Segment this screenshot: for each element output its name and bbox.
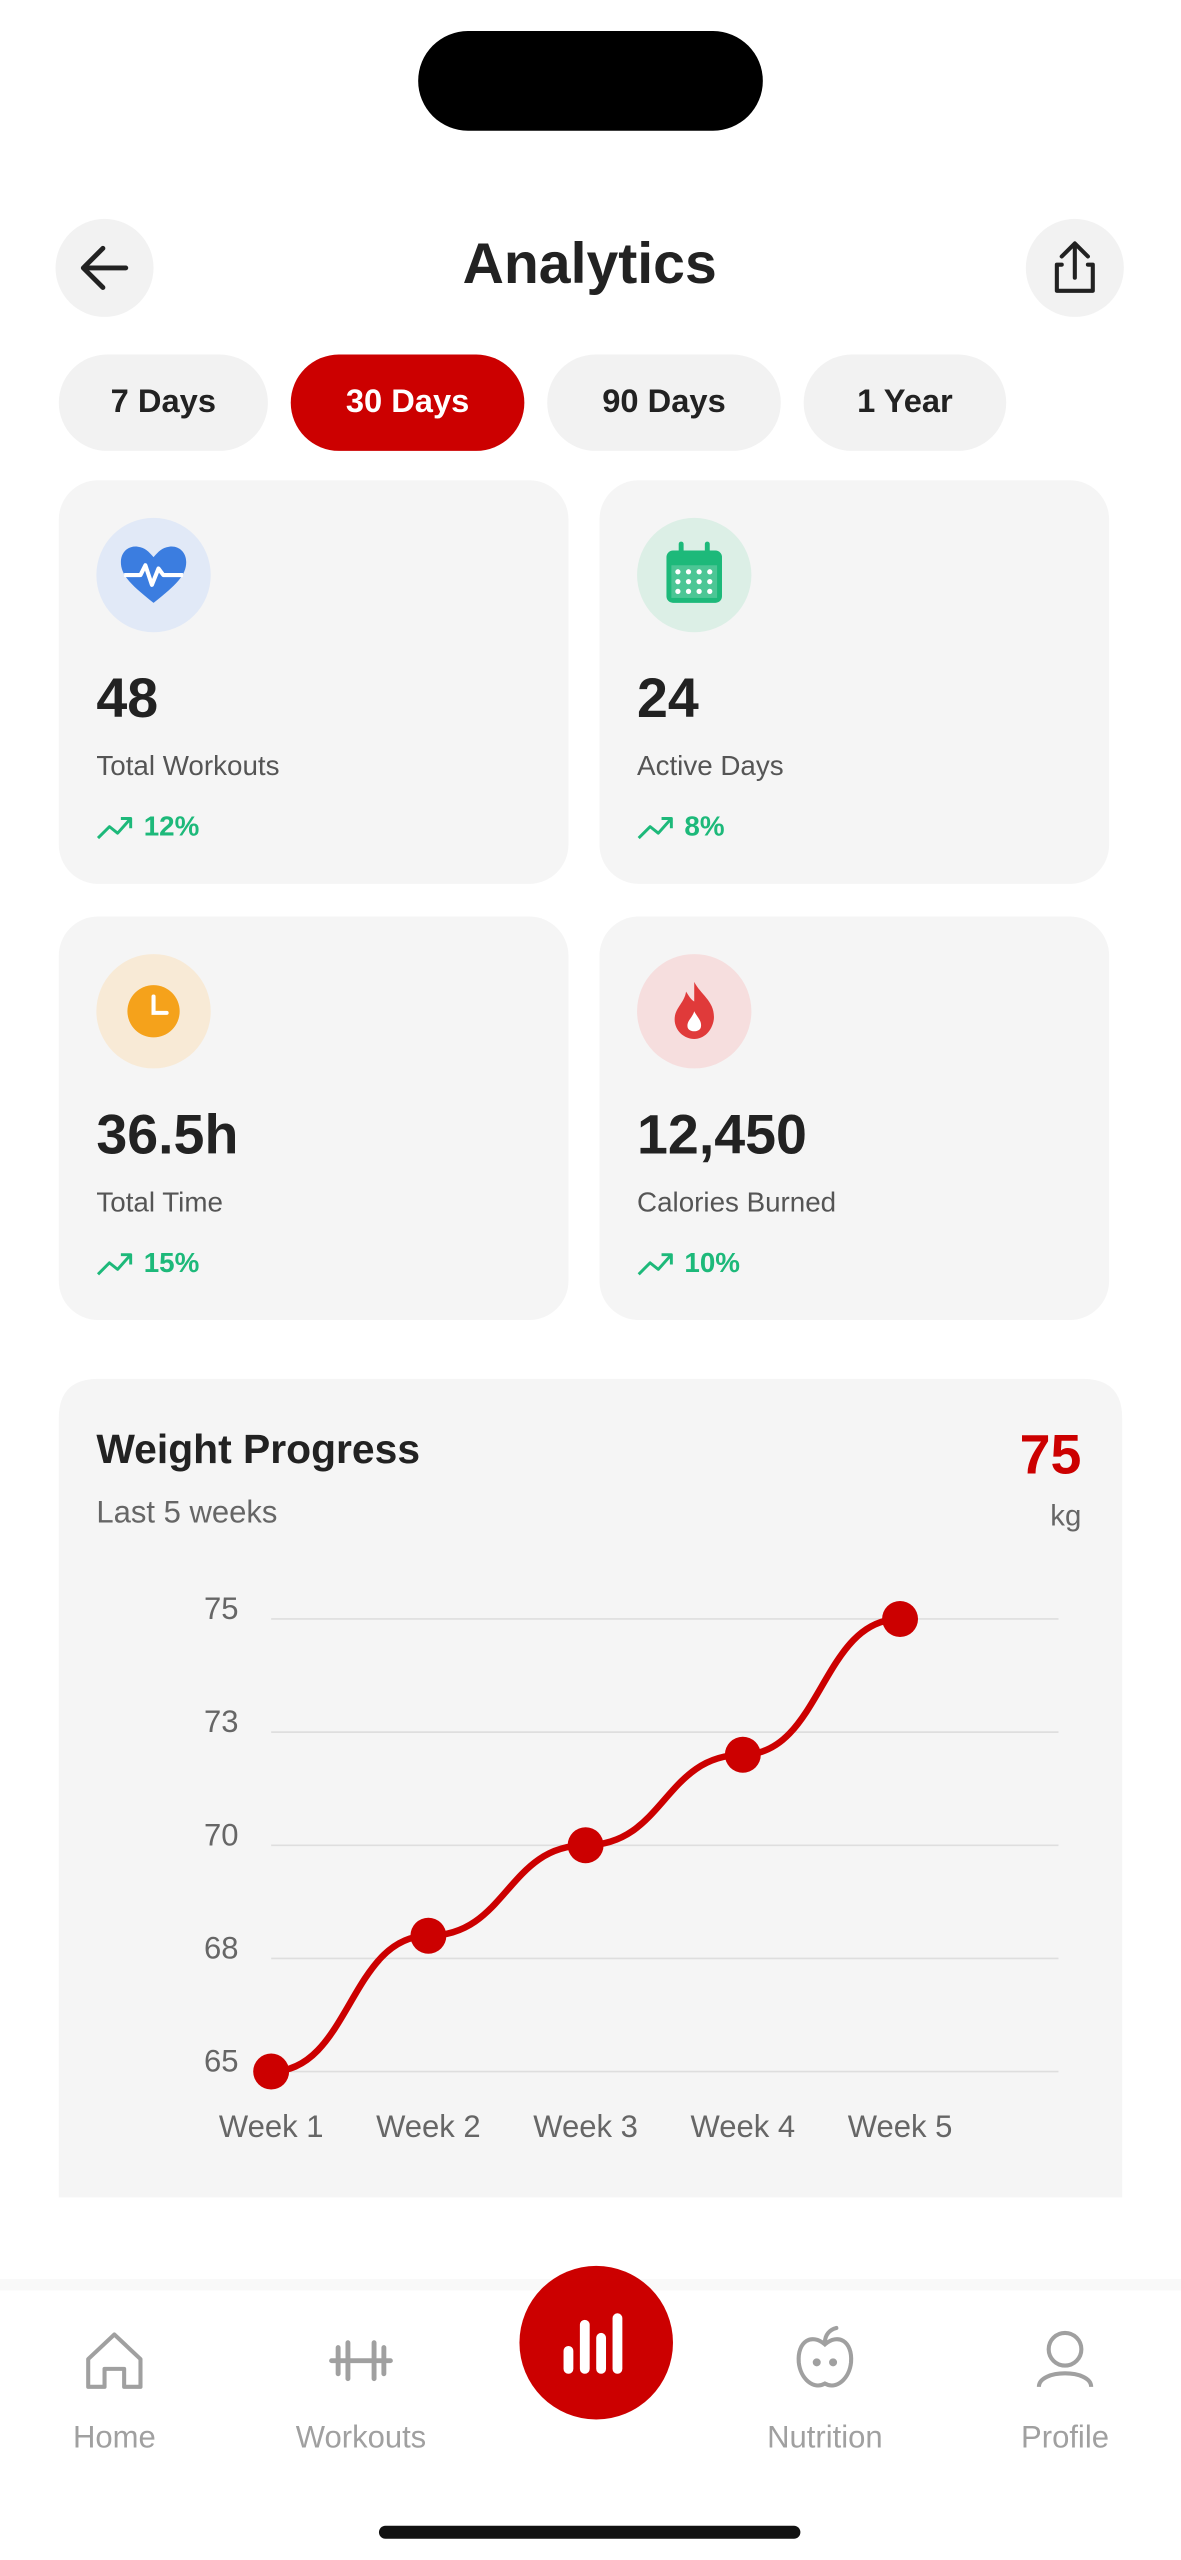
stat-icon <box>96 517 211 633</box>
period-tab-label: 7 Days <box>111 382 216 419</box>
stat-change: 12% <box>144 811 200 842</box>
calendar-dot <box>707 569 713 575</box>
weight-unit: kg <box>1050 1499 1081 1532</box>
period-tab-label: 30 Days <box>346 382 469 419</box>
nutrition-icon <box>796 2325 854 2388</box>
period-tab[interactable] <box>58 354 268 451</box>
nav-label[interactable]: Profile <box>1021 2419 1109 2454</box>
calendar-rings <box>678 541 710 558</box>
point <box>724 1736 761 1773</box>
trend-icon <box>637 817 673 840</box>
y-tick-label: 75 <box>204 1591 238 1626</box>
back-button[interactable] <box>55 218 154 317</box>
calendar-dot <box>707 578 713 585</box>
x-tick-label: Week 2 <box>376 2109 481 2144</box>
stat-label: Active Days <box>637 750 784 781</box>
period-tab[interactable] <box>290 354 525 451</box>
stat-change: 8% <box>684 811 724 842</box>
stat-icon <box>637 954 752 1069</box>
share-button[interactable] <box>1025 218 1124 317</box>
point <box>410 1917 447 1954</box>
flame <box>674 981 714 1040</box>
y-tick-label: 68 <box>204 1930 238 1965</box>
calendar-dot <box>685 578 692 585</box>
stat-change: 15% <box>144 1247 200 1278</box>
clock-hands <box>151 994 169 1015</box>
y-tick-label: 73 <box>204 1704 238 1739</box>
page-title: Analytics <box>463 232 717 296</box>
stat-label: Total Workouts <box>96 750 279 781</box>
home-indicator <box>378 2525 801 2539</box>
stat-label: Total Time <box>96 1186 223 1217</box>
y-tick-label: 70 <box>204 1817 238 1852</box>
stat-label: Calories Burned <box>637 1186 836 1217</box>
nav-label[interactable]: Nutrition <box>767 2419 882 2454</box>
stat-value: 12,450 <box>637 1103 807 1165</box>
profile-icon <box>1036 2330 1094 2388</box>
dynamic-island <box>418 31 763 131</box>
stat-icon <box>637 517 752 633</box>
home-icon <box>86 2332 143 2389</box>
stat-value: 24 <box>637 667 699 729</box>
x-tick-label: Week 3 <box>533 2109 638 2144</box>
chart-subtitle: Last 5 weeks <box>96 1495 277 1530</box>
pulse <box>124 563 183 587</box>
trend-icon <box>96 817 133 840</box>
calendar-dot <box>707 588 713 595</box>
calendar-dot <box>675 588 681 595</box>
period-tab-label: 1 Year <box>857 382 953 419</box>
weight-card <box>58 1378 1123 2198</box>
point <box>253 2053 290 2090</box>
trend-icon <box>637 1253 673 1276</box>
trend-icon <box>96 1253 133 1276</box>
flame-inner <box>687 1011 702 1032</box>
calendar-dot <box>675 578 681 585</box>
stat-change: 10% <box>684 1247 740 1278</box>
calendar-dot <box>696 569 702 575</box>
heart <box>120 546 187 603</box>
point <box>567 1827 604 1864</box>
calendar-dot <box>696 588 702 595</box>
current-weight: 75 <box>1020 1424 1082 1486</box>
workouts-icon <box>329 2340 393 2382</box>
period-tab[interactable] <box>803 354 1007 451</box>
analytics-icon <box>563 2313 623 2374</box>
point <box>882 1601 919 1637</box>
nav-label[interactable]: Workouts <box>296 2419 426 2454</box>
period-tab-label: 90 Days <box>602 382 725 419</box>
chart-title: Weight Progress <box>96 1426 420 1472</box>
stat-value: 36.5h <box>96 1103 238 1165</box>
calendar-dot <box>685 569 692 575</box>
period-tab[interactable] <box>547 354 781 451</box>
nav-label[interactable]: Home <box>73 2419 156 2454</box>
calendar-dot <box>696 578 702 585</box>
stat-value: 48 <box>96 667 158 729</box>
calendar-dot <box>685 588 692 595</box>
y-tick-label: 65 <box>204 2044 238 2079</box>
x-tick-label: Week 5 <box>848 2109 953 2144</box>
calendar-dot <box>675 569 681 575</box>
x-tick-label: Week 4 <box>691 2109 796 2144</box>
x-tick-label: Week 1 <box>219 2109 324 2144</box>
stat-icon <box>96 954 211 1069</box>
